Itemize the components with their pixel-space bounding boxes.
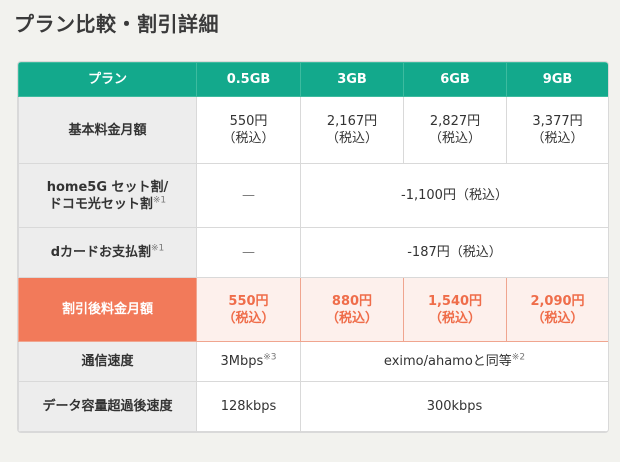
tax-label: （税込） xyxy=(222,310,275,326)
table-row-home-set-discount: home5G セット割/ ドコモ光セット割※1 — -1,100円（税込） xyxy=(18,163,608,228)
cell-base-9gb: 3,377円 （税込） xyxy=(506,96,608,164)
tax-label: （税込） xyxy=(428,310,481,326)
table-header-row: プラン 0.5GB 3GB 6GB 9GB xyxy=(18,62,608,97)
cell-dcard-span: -187円（税込） xyxy=(300,227,608,278)
header-9gb: 9GB xyxy=(506,62,608,97)
header-0-5gb: 0.5GB xyxy=(196,62,301,97)
cell-speed-span: eximo/ahamoと同等※2 xyxy=(300,341,608,382)
footnote-mark: ※1 xyxy=(151,243,165,254)
price-value: 3,377円 xyxy=(532,114,583,129)
page-title: プラン比較・割引詳細 xyxy=(14,12,219,36)
price-value: 2,167円 xyxy=(326,114,378,129)
row-label-dcard-discount: dカードお支払割※1 xyxy=(18,227,197,278)
table-row-base-fee: 基本料金月額 550円 （税込） 2,167円 （税込） 2,827円 （税込）… xyxy=(18,96,608,164)
cell-after-span: 300kbps xyxy=(300,381,608,432)
tax-label: （税込） xyxy=(428,131,481,146)
discounted-price: 880円 xyxy=(331,293,373,309)
header-3gb: 3GB xyxy=(300,62,404,97)
cell-speed-0-5gb: 3Mbps※3 xyxy=(196,341,301,382)
price-value: 2,827円 xyxy=(429,114,481,129)
cell-disc-9gb: 2,090円 （税込） xyxy=(506,277,608,342)
cell-disc-3gb: 880円 （税込） xyxy=(300,277,404,342)
discounted-price: 550円 xyxy=(228,293,269,309)
plan-comparison-table: プラン 0.5GB 3GB 6GB 9GB 基本料金月額 550円 （税込） 2… xyxy=(17,61,609,433)
tax-label: （税込） xyxy=(222,131,275,146)
footnote-mark: ※2 xyxy=(511,352,526,363)
row-label-base-fee: 基本料金月額 xyxy=(18,96,197,164)
tax-label: （税込） xyxy=(325,310,378,326)
footnote-mark: ※1 xyxy=(152,195,167,206)
discounted-price: 1,540円 xyxy=(427,293,483,309)
cell-base-3gb: 2,167円 （税込） xyxy=(300,96,404,164)
cell-disc-6gb: 1,540円 （税込） xyxy=(403,277,507,342)
tax-label: （税込） xyxy=(325,131,378,146)
speed-value: eximo/ahamoと同等 xyxy=(383,354,512,369)
tax-label: （税込） xyxy=(531,131,584,146)
price-value: 550円 xyxy=(229,114,268,129)
header-6gb: 6GB xyxy=(403,62,507,97)
cell-home-0-5gb: — xyxy=(196,163,301,228)
cell-home-span: -1,100円（税込） xyxy=(300,163,608,228)
row-label-text: dカードお支払割 xyxy=(50,245,152,260)
cell-dcard-0-5gb: — xyxy=(196,227,301,278)
row-label-home-set-discount: home5G セット割/ ドコモ光セット割※1 xyxy=(18,163,197,228)
row-label-after-limit-speed: データ容量超過後速度 xyxy=(18,381,197,432)
cell-disc-0-5gb: 550円 （税込） xyxy=(196,277,301,342)
table-row-discounted-fee: 割引後料金月額 550円 （税込） 880円 （税込） 1,540円 （税込） … xyxy=(18,277,608,342)
cell-base-0-5gb: 550円 （税込） xyxy=(196,96,301,164)
discounted-price: 2,090円 xyxy=(530,293,585,309)
tax-label: （税込） xyxy=(531,310,584,326)
row-label-line1: home5G セット割/ xyxy=(46,179,169,195)
row-label-speed: 通信速度 xyxy=(18,341,197,382)
row-label-discounted-fee: 割引後料金月額 xyxy=(18,277,197,342)
row-label-line2: ドコモ光セット割 xyxy=(48,196,153,212)
cell-after-0-5gb: 128kbps xyxy=(196,381,301,432)
table-row-speed: 通信速度 3Mbps※3 eximo/ahamoと同等※2 xyxy=(18,341,608,382)
header-plan: プラン xyxy=(18,62,197,97)
footnote-mark: ※3 xyxy=(263,352,277,363)
table-row-dcard-discount: dカードお支払割※1 — -187円（税込） xyxy=(18,227,608,278)
speed-value: 3Mbps xyxy=(220,354,264,369)
table-row-after-limit-speed: データ容量超過後速度 128kbps 300kbps xyxy=(18,381,608,432)
cell-base-6gb: 2,827円 （税込） xyxy=(403,96,507,164)
